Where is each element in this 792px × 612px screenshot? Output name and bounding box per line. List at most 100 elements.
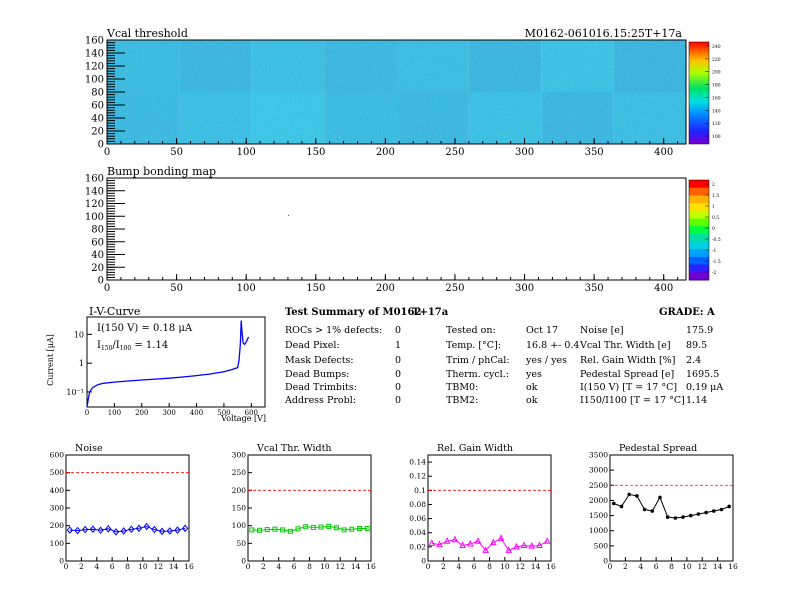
x-tick-label: 4 (94, 562, 99, 571)
data-point (333, 525, 339, 531)
colorbar-tick-label: -1 (712, 248, 717, 254)
x-tick-label: 14 (531, 562, 541, 571)
bump-bonding-title: Bump bonding map (107, 165, 216, 178)
small-plot-frame (609, 454, 734, 562)
iv-y-tick-label: 10 (74, 330, 84, 339)
colorbar-band (689, 210, 709, 219)
result-value: 0.19 μA (686, 382, 723, 393)
series-line (431, 537, 548, 552)
x-tick-label: 250 (445, 147, 464, 158)
data-point (82, 525, 89, 534)
iv-annotation-ratio: I150/I100 = 1.14 (97, 340, 168, 352)
data-point (364, 525, 370, 531)
y-tick-label: 400 (50, 486, 65, 495)
x-tick-label: 14 (713, 562, 723, 571)
colorbar-band (689, 203, 709, 212)
data-point (650, 509, 655, 513)
y-tick-label: 50 (236, 539, 246, 548)
iv-ylabel: Current [μA] (46, 334, 55, 386)
defect-value: 0 (395, 395, 401, 406)
defect-label: ROCs > 1% defects: (285, 325, 382, 336)
vcal-thr-width-plot: Vcal Thr. Width 0 2 4 6 8 10 12 14 16 0 50 100 150 200… (232, 443, 376, 571)
x-tick-label: 350 (585, 147, 604, 158)
data-point (466, 539, 474, 547)
x-tick-label: 12 (335, 562, 345, 571)
colorbar-band (689, 195, 709, 204)
dead-bump-point (287, 214, 289, 216)
defect-value: 0 (395, 369, 401, 380)
iv-xlabel: Voltage [V] (220, 414, 266, 423)
x-tick-label: 2 (261, 562, 266, 571)
x-tick-label: 6 (472, 562, 477, 571)
y-tick-label: 600 (50, 451, 65, 460)
small-plot-title: Pedestal Spread (619, 443, 697, 454)
condition-label: Temp. [°C]: (446, 340, 501, 351)
x-tick-label: 0 (64, 562, 69, 571)
colorbar-tick-label: 1 (712, 204, 715, 210)
result-label: Vcal Thr. Width [e] (579, 340, 671, 351)
data-point (120, 527, 127, 535)
defect-label: Dead Trimbits: (285, 382, 357, 393)
condition-label: Trim / phCal: (446, 355, 510, 366)
iv-x-tick-label: 0 (85, 409, 89, 417)
x-tick-label: 6 (292, 562, 297, 571)
data-point (627, 492, 632, 497)
iv-x-tick-label: 200 (135, 409, 148, 417)
data-point (513, 542, 520, 550)
colorbar-band (689, 226, 709, 235)
result-label: I150/I100 [T = 17 °C] (580, 395, 685, 406)
x-tick-label: 12 (153, 562, 163, 571)
iv-y-tick-label: 10⁻¹ (66, 388, 84, 397)
data-point (642, 507, 647, 512)
result-value: 89.5 (686, 340, 707, 351)
x-tick-label: 2 (623, 562, 628, 571)
x-tick-label: 50 (170, 283, 183, 294)
condition-label: Tested on: (446, 325, 496, 336)
data-point (658, 495, 662, 500)
pixel-noise (107, 40, 686, 144)
data-point (711, 509, 716, 513)
x-tick-label: 16 (546, 562, 556, 571)
data-point (665, 515, 670, 519)
condition-value: 16.8 +- 0.4 (526, 340, 579, 351)
condition-value: ok (526, 395, 538, 406)
data-point (681, 515, 685, 519)
data-point (280, 527, 286, 533)
y-tick-label: 20 (91, 127, 104, 138)
data-point (443, 537, 451, 544)
data-point (158, 527, 166, 536)
x-tick-label: 0 (426, 562, 431, 571)
y-tick-label: 3000 (589, 466, 608, 475)
data-point (543, 537, 551, 544)
colorbar-band (689, 233, 709, 243)
iv-curve-title: I-V-Curve (89, 305, 140, 318)
iv-x-tick-label: 300 (162, 409, 175, 417)
y-tick-label: 60 (91, 101, 104, 112)
y-tick-label: 0 (98, 140, 104, 151)
y-tick-label: 300 (232, 451, 247, 460)
colorbar-band (689, 256, 709, 266)
y-tick-label: 140 (85, 186, 104, 197)
data-point (719, 507, 724, 512)
colorbar-band (689, 218, 709, 227)
module-id-label: M0162-061016.15:25T+17a (525, 27, 683, 40)
colorbar-band (689, 241, 709, 250)
x-tick-label: 300 (515, 283, 534, 294)
data-point (174, 526, 181, 534)
noise-plot: Noise 0 2 4 6 8 10 12 14 16 0 100 200 300 400 500 600 (50, 443, 194, 571)
data-point (451, 535, 459, 543)
result-value: 2.4 (686, 355, 701, 366)
data-point (619, 504, 624, 509)
data-point (318, 524, 324, 530)
data-point (74, 526, 81, 535)
x-tick-label: 10 (500, 562, 510, 571)
x-tick-label: 12 (515, 562, 525, 571)
small-plot-title: Noise (75, 443, 103, 454)
colorbar-tick-label: 180 (712, 83, 721, 89)
y-tick-label: 100 (50, 539, 65, 548)
y-tick-label: 1000 (589, 526, 608, 535)
y-tick-label: 0.08 (409, 500, 426, 509)
plot-background (107, 178, 686, 280)
y-tick-label: 2500 (589, 481, 608, 490)
y-tick-label: 0.1 (414, 486, 426, 495)
